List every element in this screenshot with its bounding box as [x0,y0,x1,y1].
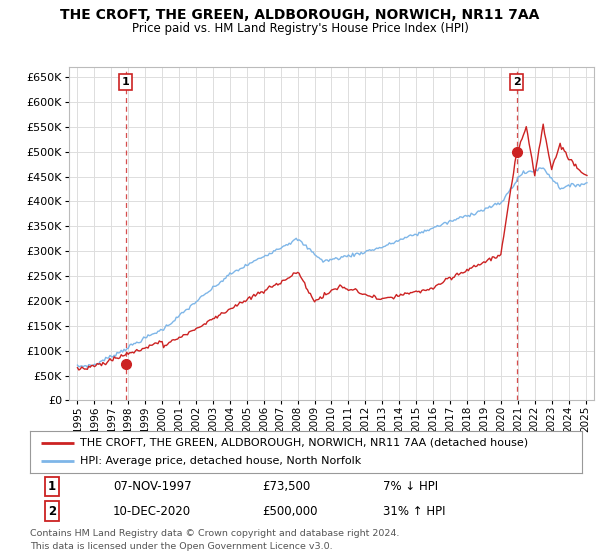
Text: £500,000: £500,000 [262,505,317,518]
Text: 1: 1 [122,77,130,87]
Text: 10-DEC-2020: 10-DEC-2020 [113,505,191,518]
Text: 07-NOV-1997: 07-NOV-1997 [113,480,191,493]
Text: 7% ↓ HPI: 7% ↓ HPI [383,480,439,493]
Text: £73,500: £73,500 [262,480,310,493]
Text: 31% ↑ HPI: 31% ↑ HPI [383,505,446,518]
Text: THE CROFT, THE GREEN, ALDBOROUGH, NORWICH, NR11 7AA: THE CROFT, THE GREEN, ALDBOROUGH, NORWIC… [61,8,539,22]
Text: Price paid vs. HM Land Registry's House Price Index (HPI): Price paid vs. HM Land Registry's House … [131,22,469,35]
Text: 2: 2 [48,505,56,518]
Text: HPI: Average price, detached house, North Norfolk: HPI: Average price, detached house, Nort… [80,456,361,466]
Text: This data is licensed under the Open Government Licence v3.0.: This data is licensed under the Open Gov… [30,542,332,550]
Text: 1: 1 [48,480,56,493]
Text: THE CROFT, THE GREEN, ALDBOROUGH, NORWICH, NR11 7AA (detached house): THE CROFT, THE GREEN, ALDBOROUGH, NORWIC… [80,438,528,448]
Text: 2: 2 [513,77,521,87]
Text: Contains HM Land Registry data © Crown copyright and database right 2024.: Contains HM Land Registry data © Crown c… [30,529,400,538]
